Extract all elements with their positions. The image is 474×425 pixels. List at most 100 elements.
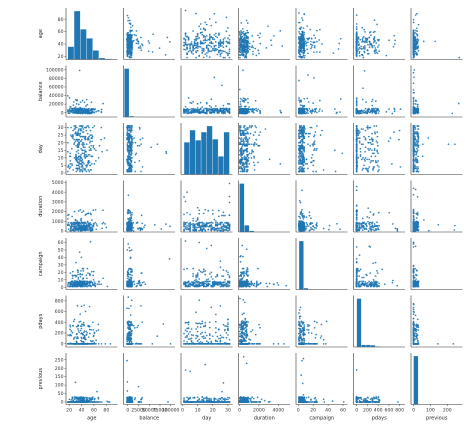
scatter-point: [189, 43, 191, 45]
scatter-point: [369, 138, 371, 141]
scatter-point: [69, 105, 72, 108]
scatter-point: [313, 147, 316, 150]
scatter-point: [130, 156, 133, 159]
scatter-point: [71, 137, 74, 139]
scatter-point: [372, 160, 374, 162]
scatter-point: [364, 160, 366, 162]
scatter-point: [67, 164, 70, 167]
scatter-point: [371, 140, 374, 143]
scatter-point: [303, 156, 306, 159]
scatter-point: [213, 76, 216, 79]
scatter-point: [129, 167, 132, 170]
scatter-point: [362, 167, 364, 170]
scatter-point: [376, 144, 379, 147]
scatter-point: [314, 131, 317, 133]
scatter-point: [388, 39, 390, 42]
scatter-point: [69, 225, 72, 228]
scatter-point: [321, 129, 323, 132]
scatter-point: [196, 43, 199, 46]
scatter-point: [375, 125, 378, 127]
scatter-point: [127, 129, 129, 132]
scatter-point: [246, 161, 248, 164]
scatter-point: [129, 144, 132, 147]
scatter-point: [127, 153, 130, 156]
scatter-point: [415, 153, 418, 156]
scatter-point: [241, 40, 244, 43]
scatter-point: [126, 55, 129, 57]
scatter-point: [222, 110, 225, 113]
scatter-point: [374, 52, 376, 55]
scatter-point: [214, 44, 217, 47]
scatter-point: [81, 169, 83, 171]
scatter-point: [301, 152, 304, 155]
scatter-point: [339, 111, 341, 113]
scatter-point: [412, 18, 415, 21]
scatter-point: [243, 109, 246, 112]
scatter-point: [298, 129, 300, 132]
scatter-point: [127, 46, 130, 49]
y-tick-label: 100000: [46, 67, 64, 73]
scatter-point: [242, 140, 245, 143]
scatter-point: [79, 160, 82, 162]
scatter-point: [367, 110, 370, 113]
scatter-point: [126, 36, 129, 38]
scatter-point: [302, 44, 305, 46]
scatter-point: [333, 108, 336, 110]
scatter-point: [412, 100, 415, 103]
scatter-point: [307, 109, 309, 112]
scatter-point: [77, 129, 80, 132]
scatter-point: [355, 147, 358, 150]
scatter-point: [245, 48, 247, 51]
scatter-point: [358, 137, 361, 139]
scatter-point: [374, 47, 377, 49]
scatter-point: [207, 38, 210, 41]
scatter-point: [89, 112, 91, 115]
scatter-point: [78, 166, 81, 168]
scatter-point: [412, 103, 415, 105]
scatter-point: [374, 110, 377, 112]
scatter-point: [355, 137, 358, 139]
y-tick-label: 80: [58, 17, 64, 23]
scatter-point: [130, 161, 133, 164]
scatter-point: [240, 152, 243, 155]
scatter-point: [416, 105, 419, 108]
scatter-point: [183, 37, 185, 40]
scatter-point: [102, 102, 104, 105]
scatter-point: [414, 137, 417, 139]
scatter-point: [77, 158, 80, 161]
scatter-point: [247, 132, 249, 135]
scatter-point: [316, 29, 318, 32]
scatter-point: [224, 111, 226, 113]
scatter-point: [375, 49, 377, 51]
scatter-point: [279, 30, 282, 32]
scatter-point: [81, 161, 84, 164]
scatter-point: [355, 164, 358, 167]
scatter-point: [377, 170, 379, 173]
scatter-point: [300, 108, 303, 111]
scatter-point: [246, 52, 248, 54]
scatter-point: [415, 161, 418, 164]
scatter-point: [412, 146, 415, 149]
scatter-point: [245, 35, 248, 38]
scatter-point: [129, 131, 132, 133]
scatter-point: [83, 155, 86, 158]
scatter-point: [82, 141, 84, 144]
scatter-point: [372, 167, 375, 170]
scatter-point: [214, 32, 217, 35]
scatter-point: [376, 131, 379, 133]
scatter-point: [298, 40, 301, 43]
scatter-point: [363, 51, 366, 54]
scatter-point: [67, 141, 69, 144]
scatter-point: [246, 141, 249, 144]
scatter-point: [205, 44, 208, 47]
scatter-point: [361, 98, 364, 101]
scatter-point: [239, 126, 242, 129]
scatter-point: [184, 111, 187, 114]
scatter-point: [242, 161, 245, 164]
scatter-point: [247, 31, 249, 34]
scatter-point: [67, 218, 69, 220]
y-tick-label: 60000: [49, 85, 64, 91]
scatter-point: [76, 220, 79, 222]
scatter-point: [243, 134, 246, 136]
